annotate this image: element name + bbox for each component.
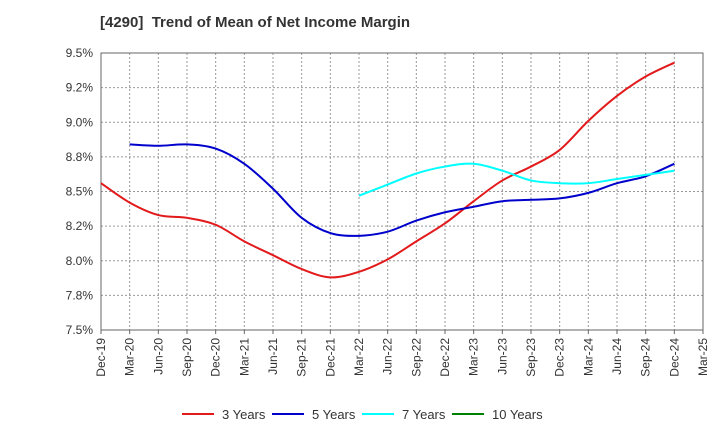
x-tick-label: Sep-22 — [409, 338, 423, 377]
series-line-3-years — [100, 61, 675, 279]
y-tick-label: 7.8% — [66, 288, 94, 302]
x-tick-label: Sep-24 — [639, 338, 653, 377]
y-tick-label: 9.2% — [66, 81, 94, 95]
y-tick-label: 9.5% — [66, 46, 94, 60]
x-tick-label: Dec-22 — [438, 338, 452, 377]
legend: 3 Years 5 Years 7 Years 10 Years — [182, 407, 543, 422]
legend-label-5-years: 5 Years — [312, 407, 356, 422]
grid — [101, 53, 703, 330]
x-tick-label: Jun-23 — [495, 338, 509, 375]
x-tick-label: Dec-24 — [667, 338, 681, 377]
legend-label-3-years: 3 Years — [222, 407, 266, 422]
x-tick-label: Dec-23 — [553, 338, 567, 377]
legend-label-10-years: 10 Years — [492, 407, 543, 422]
x-tick-label: Mar-21 — [237, 338, 251, 376]
y-tick-label: 8.8% — [66, 150, 94, 164]
x-tick-label: Jun-22 — [381, 338, 395, 375]
series-line-7-years — [358, 162, 675, 197]
x-tick-label: Dec-19 — [94, 338, 108, 377]
x-tick-label: Sep-23 — [524, 338, 538, 377]
y-tick-label: 8.2% — [66, 219, 94, 233]
y-tick-label: 9.0% — [66, 115, 94, 129]
legend-label-7-years: 7 Years — [402, 407, 446, 422]
x-tick-label: Mar-20 — [123, 338, 137, 376]
y-tick-label: 8.0% — [66, 254, 94, 268]
series-line-5-years — [129, 143, 675, 237]
x-tick-label: Sep-21 — [295, 338, 309, 377]
x-tick-label: Mar-24 — [581, 338, 595, 376]
x-tick-label: Dec-21 — [323, 338, 337, 377]
chart-title: [4290] Trend of Mean of Net Income Margi… — [100, 14, 411, 31]
y-tick-label: 8.5% — [66, 185, 94, 199]
x-tick-label: Mar-25 — [696, 338, 710, 376]
x-tick-label: Sep-20 — [180, 338, 194, 377]
x-tick-label: Dec-20 — [209, 338, 223, 377]
x-tick-label: Mar-23 — [467, 338, 481, 376]
plot-frame — [100, 52, 704, 331]
axes: 7.5% 7.8% 8.0% 8.2% 8.5% 8.8% 9.0% 9.2% 9.5% Dec-… — [66, 46, 710, 377]
y-tick-label: 7.5% — [66, 323, 94, 337]
x-tick-label: Jun-21 — [266, 338, 280, 375]
x-tick-label: Jun-24 — [610, 338, 624, 375]
series-lines — [100, 61, 675, 279]
x-tick-label: Jun-20 — [151, 338, 165, 375]
x-tick-label: Mar-22 — [352, 338, 366, 376]
